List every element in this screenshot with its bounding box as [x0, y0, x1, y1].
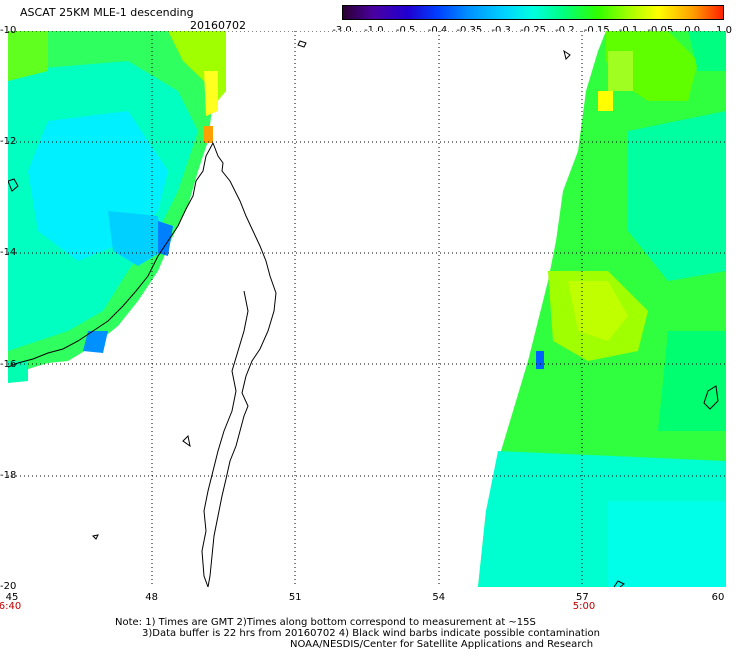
- latitude-label: -12: [0, 136, 17, 148]
- longitude-label: 54: [432, 592, 446, 603]
- time-label-left: 6:40: [0, 601, 22, 612]
- longitude-label: 60: [711, 592, 725, 603]
- latitude-label: -14: [0, 247, 17, 259]
- latitude-label: -20: [0, 581, 17, 592]
- longitude-label: 45: [5, 592, 19, 603]
- colorbar-tick: -0.4: [427, 25, 448, 36]
- colorbar: [342, 5, 724, 20]
- latitude-label: -16: [0, 358, 17, 370]
- coastline: [8, 40, 719, 587]
- left-swath: [8, 31, 226, 383]
- map-date: 20160702: [190, 19, 246, 32]
- note-line-1: Note: 1) Times are GMT 2)Times along bot…: [115, 617, 536, 628]
- note-line-3: NOAA/NESDIS/Center for Satellite Applica…: [290, 639, 594, 650]
- wind-map: [8, 31, 726, 587]
- colorbar-tick: -3.0: [332, 25, 352, 36]
- note-line-2: 3)Data buffer is 22 hrs from 20160702 4)…: [142, 628, 600, 639]
- colorbar-tick: -0.35: [456, 25, 483, 36]
- map-title: ASCAT 25KM MLE-1 descending: [20, 6, 194, 19]
- longitude-label: 51: [288, 592, 302, 603]
- latitude-label: -10: [0, 25, 17, 36]
- blue-pixel: [536, 351, 544, 369]
- right-swath: [478, 31, 726, 587]
- latitude-label: -18: [0, 469, 17, 481]
- longitude-label: 57: [576, 592, 589, 603]
- gridlines: [8, 31, 726, 587]
- colorbar-tick: -0.5: [395, 25, 416, 36]
- time-label-right: 5:00: [572, 601, 596, 612]
- blue-patch: [158, 221, 173, 256]
- colorbar-tick: -1.0: [364, 25, 384, 36]
- colorbar-tick: -0.3: [491, 25, 511, 36]
- longitude-label: 48: [145, 592, 158, 603]
